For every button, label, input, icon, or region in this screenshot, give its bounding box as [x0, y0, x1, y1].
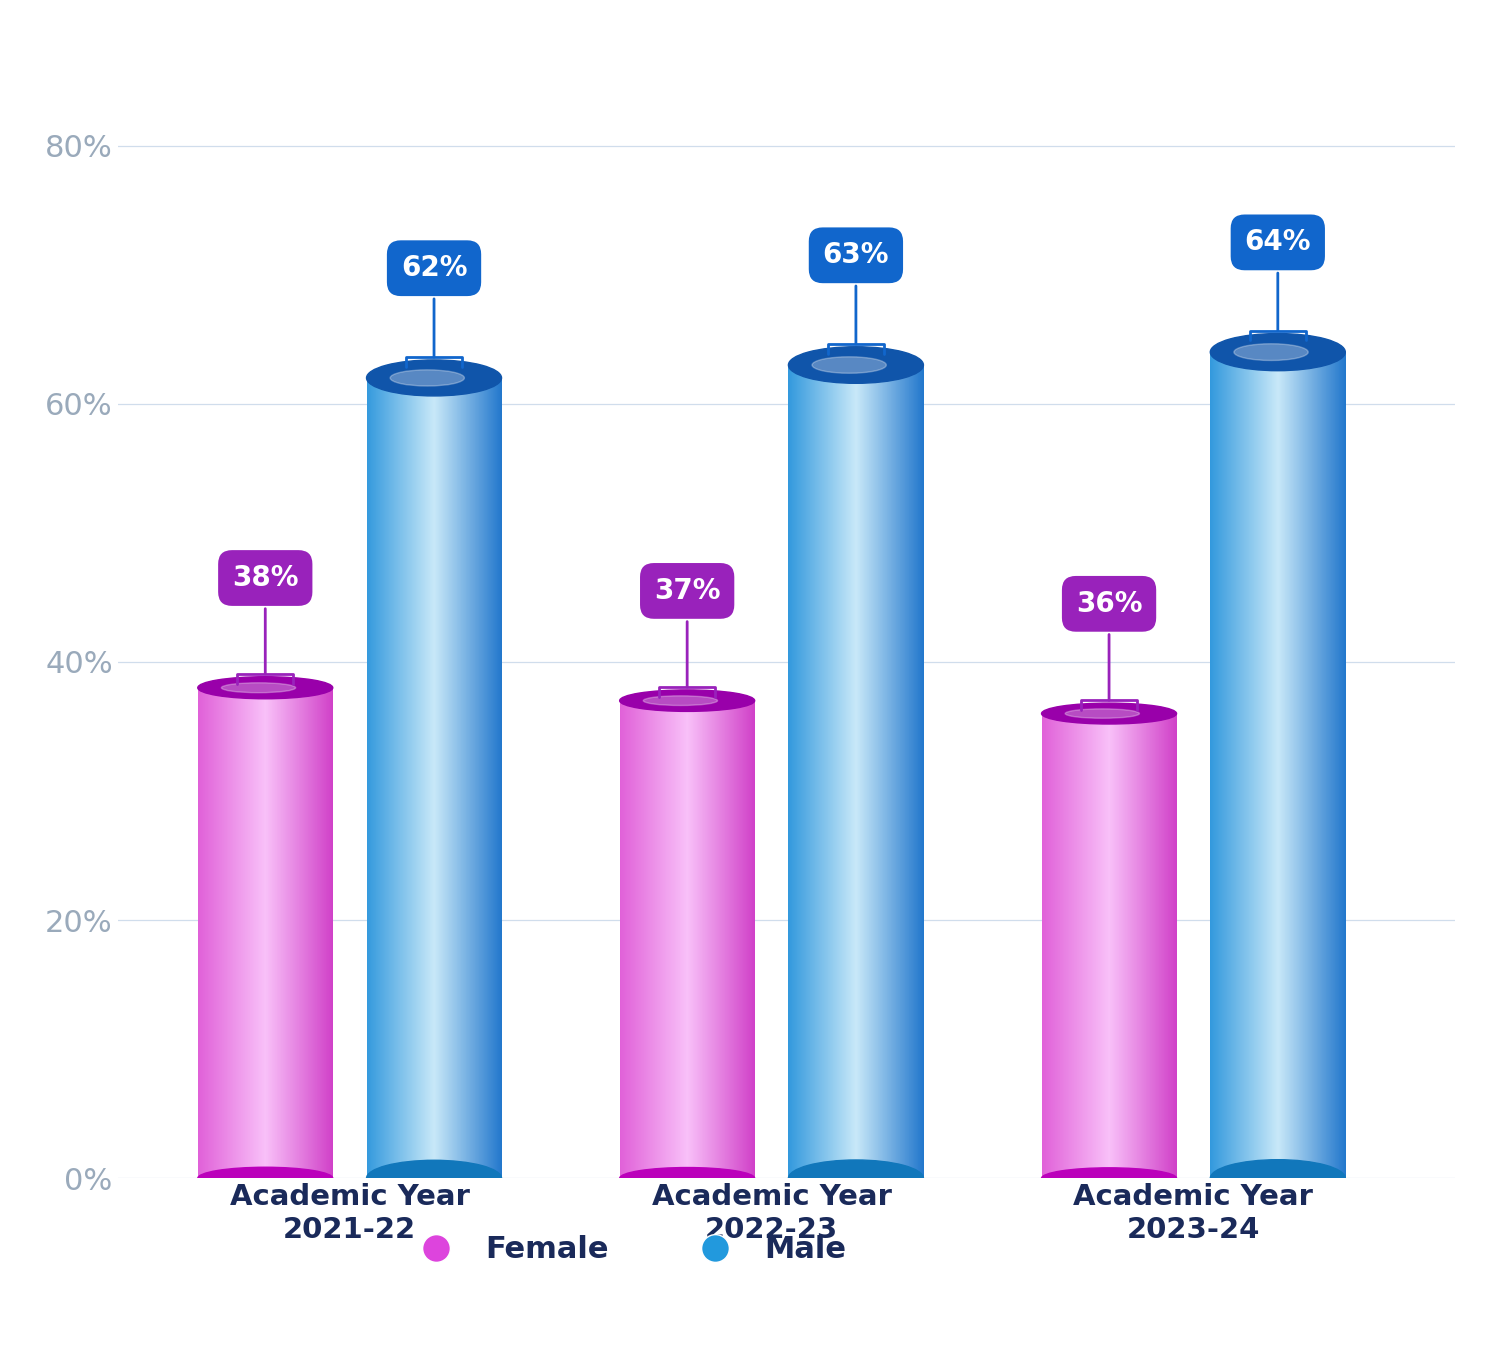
Text: 36%: 36% [1076, 590, 1143, 710]
Ellipse shape [198, 677, 333, 699]
Ellipse shape [366, 1160, 501, 1196]
Ellipse shape [1210, 333, 1346, 371]
Ellipse shape [620, 1167, 754, 1189]
Text: 63%: 63% [822, 242, 890, 354]
Ellipse shape [789, 347, 924, 384]
Ellipse shape [620, 689, 754, 711]
Ellipse shape [366, 360, 501, 396]
Text: 64%: 64% [1245, 228, 1311, 340]
Ellipse shape [1041, 1168, 1176, 1189]
Ellipse shape [1234, 344, 1308, 360]
Text: 37%: 37% [654, 577, 720, 698]
Ellipse shape [1065, 708, 1140, 718]
Ellipse shape [390, 370, 465, 386]
Ellipse shape [1210, 1160, 1346, 1197]
Ellipse shape [1041, 703, 1176, 723]
Ellipse shape [222, 682, 296, 692]
Ellipse shape [812, 356, 886, 373]
Ellipse shape [789, 1160, 924, 1197]
Legend: Female, Male: Female, Male [393, 1223, 858, 1276]
Ellipse shape [644, 696, 717, 706]
Ellipse shape [198, 1167, 333, 1189]
Text: 38%: 38% [232, 564, 298, 684]
Text: 62%: 62% [400, 254, 468, 367]
